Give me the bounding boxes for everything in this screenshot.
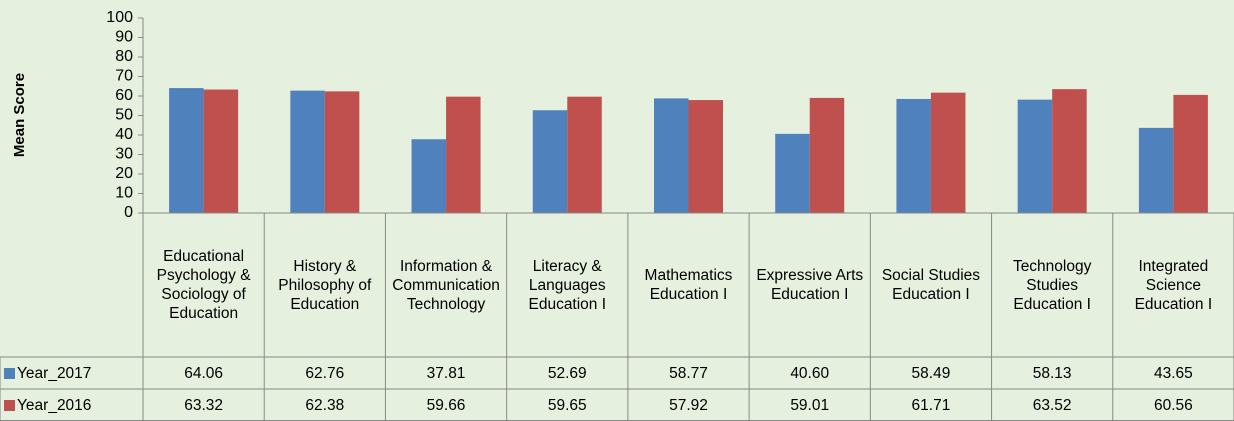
table-value: 40.60 (790, 364, 830, 382)
category-label: Integrated Science Education I (1134, 257, 1213, 313)
y-tick-label: 20 (115, 165, 133, 182)
table-value: 64.06 (184, 364, 223, 382)
bar (809, 97, 845, 213)
category-label: Mathematics Education I (644, 267, 733, 303)
legend-key (4, 399, 15, 411)
bar (1173, 94, 1208, 213)
bar (446, 96, 481, 213)
legend-entry: Year_2017 (0, 357, 143, 389)
table-value: 59.01 (790, 396, 830, 414)
bar (567, 96, 602, 213)
bar (1138, 127, 1174, 213)
y-tick-label: 40 (115, 126, 133, 143)
bar (1017, 99, 1053, 213)
category-label: Technology Studies Education I (1012, 257, 1092, 313)
bar (688, 100, 723, 213)
bar (324, 91, 360, 213)
bar (930, 92, 966, 213)
table-value: 62.76 (305, 364, 345, 382)
y-tick-label: 80 (115, 48, 133, 65)
table-value: 63.52 (1032, 396, 1072, 414)
legend-label: Year_2017 (17, 364, 92, 382)
legend-key (4, 367, 15, 379)
category-label: Information & Communication Technology (392, 257, 500, 313)
y-axis-label: Mean Score (11, 73, 28, 157)
table-value: 63.32 (184, 396, 223, 414)
table-value: 57.92 (669, 396, 708, 414)
table-value: 58.13 (1032, 364, 1072, 382)
bar (169, 88, 204, 213)
bar (411, 139, 447, 213)
table-value: 59.65 (547, 396, 587, 414)
y-tick-label: 90 (115, 29, 133, 46)
category-label: Educational Psychology & Sociology of Ed… (156, 248, 251, 322)
table-value: 61.71 (911, 396, 951, 414)
y-tick-label: 100 (106, 9, 133, 26)
y-tick-label: 60 (115, 87, 133, 104)
bar (775, 133, 810, 213)
y-tick-label: 10 (115, 185, 133, 202)
y-tick-label: 70 (115, 68, 133, 85)
bar (203, 89, 239, 213)
y-tick-label: 0 (124, 204, 133, 221)
bar (290, 90, 325, 213)
table-value: 52.69 (547, 364, 587, 382)
table-value: 59.66 (426, 396, 466, 414)
y-tick-label: 30 (115, 146, 133, 163)
category-label: Expressive Arts Education I (756, 267, 864, 303)
table-value: 58.77 (669, 364, 708, 382)
legend-entry: Year_2016 (0, 389, 143, 421)
category-label: History & Philosophy of Education (278, 257, 372, 313)
table-value: 60.56 (1153, 396, 1193, 414)
bar (532, 110, 568, 213)
bar (1052, 89, 1087, 213)
y-tick-label: 50 (115, 107, 133, 124)
table-value: 62.38 (305, 396, 345, 414)
legend-label: Year_2016 (17, 396, 92, 414)
category-label: Literacy & Languages Education I (528, 257, 607, 313)
bar (896, 98, 931, 213)
category-label: Social Studies Education I (881, 267, 981, 303)
table-value: 58.49 (911, 364, 951, 382)
table-value: 37.81 (426, 364, 466, 382)
table-value: 43.65 (1153, 364, 1193, 382)
bar (654, 98, 689, 213)
